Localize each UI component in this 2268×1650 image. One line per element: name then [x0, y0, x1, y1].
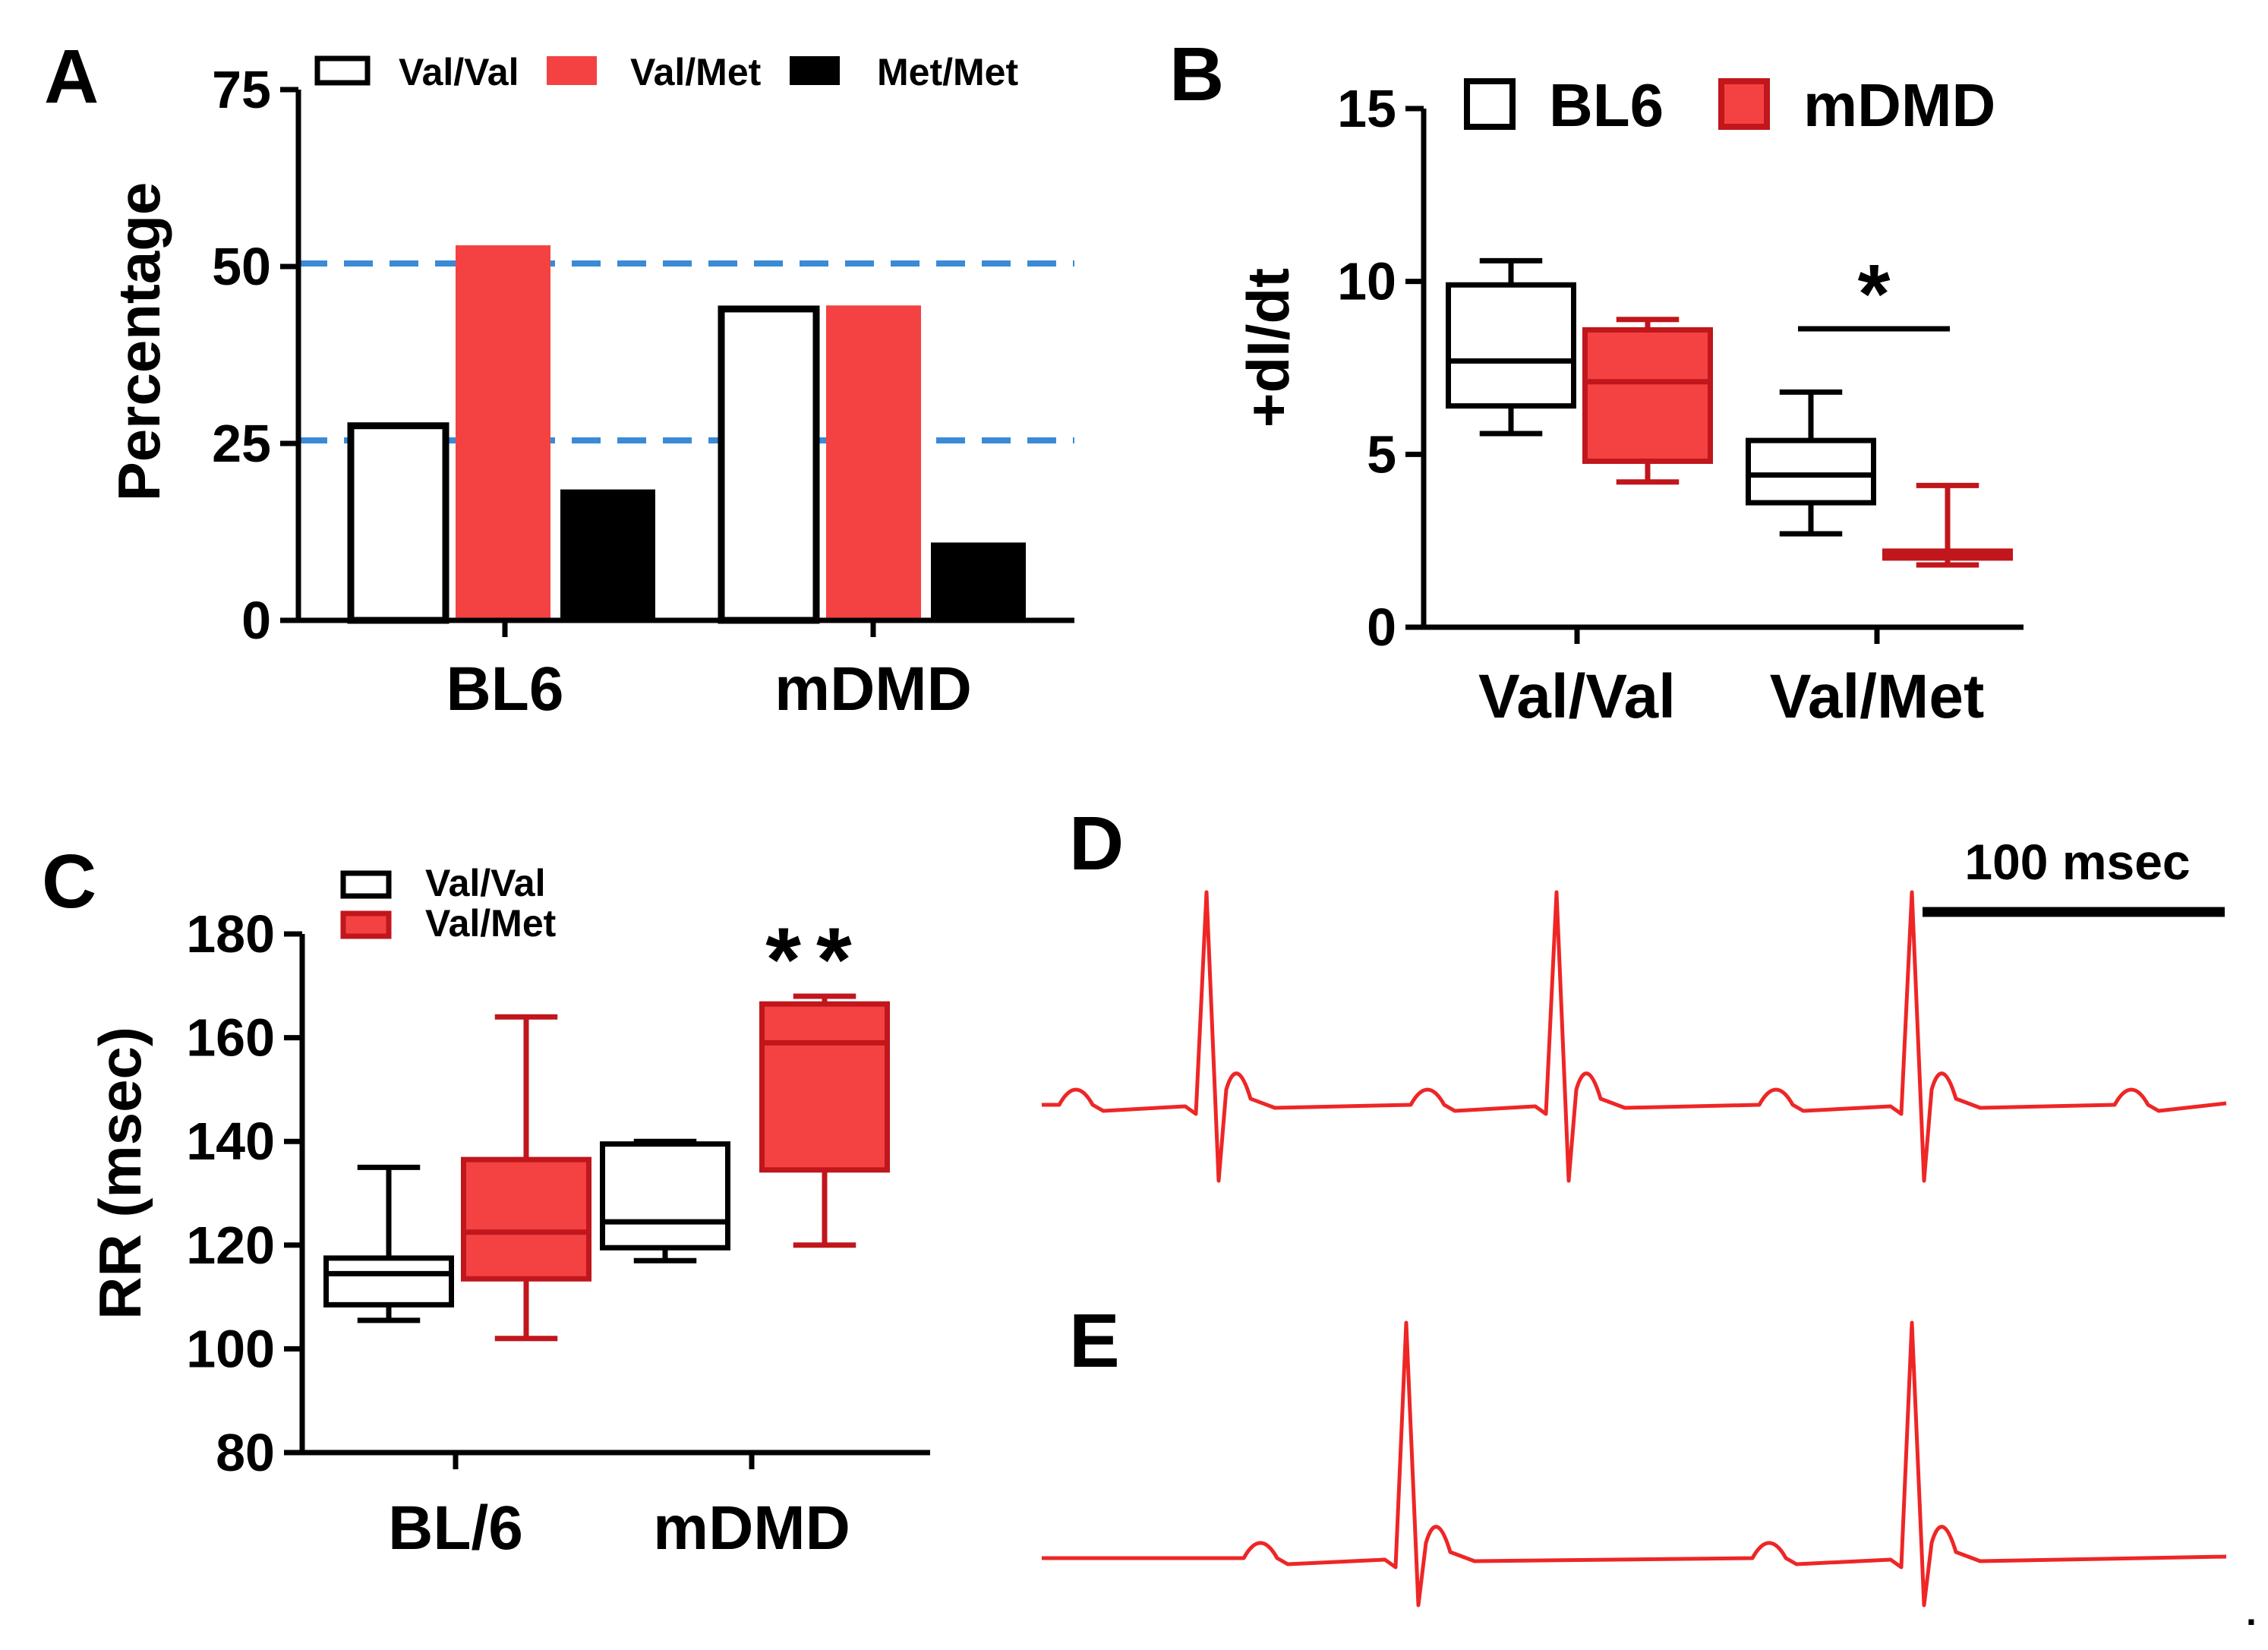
panel-d-ecg-trace [1042, 890, 2227, 1183]
panel-c-category-label: mDMD [653, 1494, 850, 1563]
legend-label-met-met: Met/Met [877, 51, 1018, 93]
bar-val-val-bl6 [347, 422, 449, 624]
panel-b-significance-mark: * [1858, 248, 1891, 341]
bar-met-met-mdmd [931, 542, 1026, 620]
panel-c-letter: C [42, 839, 96, 924]
panel-a-category-label: mDMD [774, 655, 972, 724]
panel-c-category-label: BL/6 [388, 1494, 523, 1563]
box-mdmd-val-met [1882, 482, 2013, 568]
y-tick-label: 15 [1337, 79, 1396, 138]
legend-label-val-met: Val/Met [630, 51, 762, 93]
bar-val-met-mdmd [826, 305, 921, 620]
y-tick-label: 50 [212, 237, 271, 296]
panel-e: E [1042, 1298, 2227, 1607]
panel-b-letter: B [1169, 32, 1224, 117]
y-tick-label: 160 [186, 1008, 275, 1068]
bar-met-met-bl6 [560, 489, 655, 620]
legend-swatch-val-val [314, 55, 371, 86]
panel-b-category-label: Val/Val [1478, 662, 1676, 731]
y-tick-label: 80 [216, 1423, 275, 1482]
y-tick-label: 25 [212, 414, 271, 473]
panel-d: D 100 msec [1042, 801, 2227, 1183]
panel-a-category-label: BL6 [446, 655, 564, 724]
legend-swatch-met-met [790, 56, 840, 85]
y-tick-label: 180 [186, 904, 275, 964]
box-mdmd-val-val [1582, 317, 1713, 485]
panel-c-legend: Val/Val Val/Met [340, 862, 557, 945]
legend-swatch-bl6 [1464, 78, 1516, 130]
legend-label-bl6: BL6 [1549, 71, 1664, 139]
panel-b-axes [1405, 106, 2024, 644]
panel-e-ecg-trace [1042, 1320, 2227, 1607]
legend-swatch-val-met [340, 910, 392, 939]
box-iqr [759, 1001, 890, 1173]
y-tick-label: 10 [1337, 252, 1396, 311]
panel-a-letter: A [44, 34, 99, 119]
y-tick-label: 5 [1367, 424, 1396, 484]
panel-a-bars [347, 245, 1026, 624]
panel-b-y-tick-labels: 0 5 10 15 [1337, 79, 1396, 657]
panel-a-y-axis-label: Percentage [106, 182, 172, 502]
legend-swatch-val-val [340, 870, 392, 899]
panel-a-y-tick-labels: 0 25 50 75 [212, 60, 271, 650]
box-iqr [1582, 327, 1713, 464]
panel-b-y-axis-label: +dI/dt [1235, 268, 1301, 427]
y-tick-label: 0 [1367, 598, 1396, 657]
panel-d-letter: D [1069, 801, 1124, 886]
box-bl6-val-met [1746, 389, 1876, 537]
legend-label-mdmd: mDMD [1803, 71, 1995, 139]
panel-a-axes [280, 87, 1074, 637]
panel-c-y-tick-labels: 80 100 120 140 160 180 [186, 904, 275, 1482]
box-val-val-mdmd [600, 1138, 730, 1264]
box-val-val-bl6 [323, 1164, 454, 1323]
panel-a-legend: Val/Val Val/Met Met/Met [314, 51, 1018, 93]
panel-b: B 0 5 10 15 Val/Val Val/Met +dI/dt * BL6 mD… [1169, 32, 2024, 731]
panel-b-category-label: Val/Met [1770, 662, 1985, 731]
box-val-met-bl6 [461, 1014, 591, 1342]
panel-b-legend: BL6 mDMD [1464, 71, 1995, 139]
box-iqr [323, 1255, 454, 1308]
legend-label-val-val: Val/Val [399, 51, 519, 93]
trailing-period: . [2246, 1591, 2257, 1633]
panel-a: A 0 25 50 75 BL6 mDMD Percentage Val/Val Va… [44, 34, 1074, 724]
panel-a-reference-lines [298, 260, 1074, 443]
legend-swatch-val-met [547, 56, 597, 85]
y-tick-label: 75 [212, 60, 271, 119]
panel-c-boxes [323, 993, 890, 1342]
box-iqr [600, 1141, 730, 1251]
box-iqr [1746, 437, 1876, 506]
y-tick-label: 140 [186, 1112, 275, 1171]
bar-val-met-bl6 [456, 245, 550, 620]
y-tick-label: 120 [186, 1216, 275, 1275]
panel-e-letter: E [1069, 1298, 1120, 1383]
bar-val-val-mdmd [718, 305, 820, 624]
legend-label-val-met: Val/Met [425, 902, 557, 945]
legend-label-val-val: Val/Val [425, 862, 545, 904]
box-iqr [1446, 282, 1576, 409]
box-val-met-mdmd [759, 993, 890, 1248]
panel-c-significance-mark: ** [765, 909, 866, 1011]
panel-b-boxes [1446, 257, 2013, 568]
panel-c-axes [284, 931, 930, 1469]
legend-swatch-mdmd [1718, 78, 1770, 130]
panel-d-scale-label: 100 msec [1964, 834, 2190, 890]
box-iqr [461, 1156, 591, 1282]
box-bl6-val-val [1446, 257, 1576, 437]
panel-c-y-axis-label: RR (msec) [87, 1027, 153, 1320]
y-tick-label: 0 [241, 591, 271, 650]
y-tick-label: 100 [186, 1319, 275, 1378]
